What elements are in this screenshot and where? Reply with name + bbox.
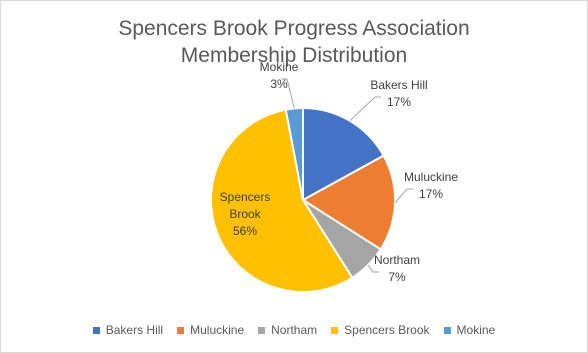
legend-swatch [443, 326, 451, 334]
legend-item-mokine: Mokine [443, 323, 496, 337]
chart-title-line-1: Spencers Brook Progress Association [118, 17, 470, 40]
leader-line-bakers-hill [349, 96, 381, 122]
legend-label: Bakers Hill [105, 323, 164, 337]
legend-label: Northam [271, 323, 318, 337]
legend-item-muluckine: Muluckine [177, 323, 244, 337]
legend-swatch [331, 326, 339, 334]
data-label-bakers-hill: Bakers Hill 17% [370, 78, 427, 109]
leader-line-muluckine [394, 188, 413, 204]
leader-line-mokine [281, 78, 295, 109]
pie-slice-bakers-hill [302, 106, 385, 202]
legend-swatch [258, 326, 266, 334]
pie-slices [210, 106, 396, 293]
legend-swatch [92, 326, 100, 334]
data-label-northam: Northam 7% [374, 253, 420, 284]
data-labels: Bakers Hill 17% Muluckine 17% Northam 7% Spenc… [220, 60, 459, 284]
legend-item-northam: Northam [258, 323, 317, 337]
legend-label: Muluckine [190, 323, 245, 337]
legend-swatch [177, 326, 185, 334]
data-label-spencers-brook: Spencers Brook 56% [220, 190, 271, 238]
pie-slice-mokine [284, 106, 304, 201]
chart-title: Spencers Brook Progress Association Memb… [1, 15, 587, 69]
chart-title-line-2: Membership Distribution [180, 44, 408, 67]
legend: Bakers Hill Muluckine Northam Spencers Broo… [1, 323, 587, 337]
legend-label: Spencers Brook [344, 323, 430, 337]
legend-item-spencers-brook: Spencers Brook [331, 323, 430, 337]
leader-lines [281, 78, 413, 273]
legend-item-bakers-hill: Bakers Hill [92, 323, 164, 337]
pie-slice-muluckine [301, 154, 396, 251]
legend-label: Mokine [456, 323, 496, 337]
data-label-mokine: Mokine 3% [260, 60, 299, 91]
pie-slice-spencers-brook [210, 108, 354, 293]
data-label-muluckine: Muluckine 17% [404, 170, 458, 201]
leader-line-northam [367, 264, 379, 273]
